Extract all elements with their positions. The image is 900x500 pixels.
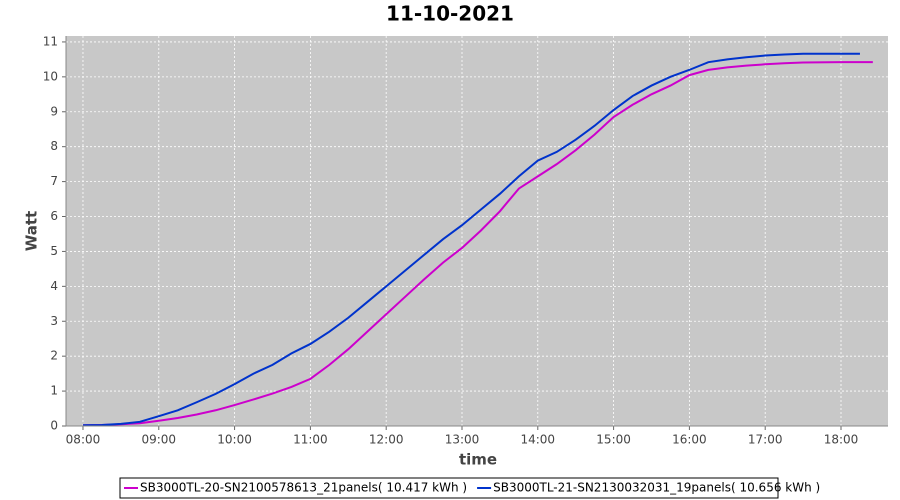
series-line: [82, 61, 873, 427]
x-tick-label: 14:00: [520, 433, 555, 447]
x-tick-label: 15:00: [596, 433, 631, 447]
y-tick-label: 7: [50, 174, 58, 188]
plot: [66, 36, 888, 427]
y-tick-label: 8: [50, 139, 58, 153]
plot-area: [66, 36, 888, 426]
y-tick-label: 1: [50, 384, 58, 398]
x-tick-label: 08:00: [66, 433, 101, 447]
y-tick-label: 0: [50, 419, 58, 433]
y-tick-label: 6: [50, 209, 58, 223]
y-tick-label: 11: [43, 34, 58, 48]
x-axis-label: time: [459, 451, 497, 469]
x-tick-label: 18:00: [824, 433, 859, 447]
x-tick-label: 12:00: [369, 433, 404, 447]
x-tick-label: 16:00: [672, 433, 707, 447]
legend-label: SB3000TL-20-SN2100578613_21panels( 10.41…: [140, 481, 467, 495]
y-tick-label: 3: [50, 314, 58, 328]
y-tick-label: 9: [50, 104, 58, 118]
y-tick-label: 4: [50, 279, 58, 293]
y-tick-label: 2: [50, 349, 58, 363]
x-tick-label: 13:00: [445, 433, 480, 447]
legend-label: SB3000TL-21-SN2130032031_19panels( 10.65…: [493, 481, 820, 495]
chart-title: 11-10-2021: [386, 2, 514, 26]
series-line: [82, 52, 860, 427]
x-tick-label: 10:00: [217, 433, 252, 447]
x-tick-label: 17:00: [748, 433, 783, 447]
x-tick-label: 09:00: [141, 433, 176, 447]
y-axis-label: Watt: [23, 211, 41, 251]
y-tick-label: 5: [50, 244, 58, 258]
x-tick-label: 11:00: [293, 433, 328, 447]
y-tick-label: 10: [43, 69, 58, 83]
legend-box: [119, 477, 779, 499]
